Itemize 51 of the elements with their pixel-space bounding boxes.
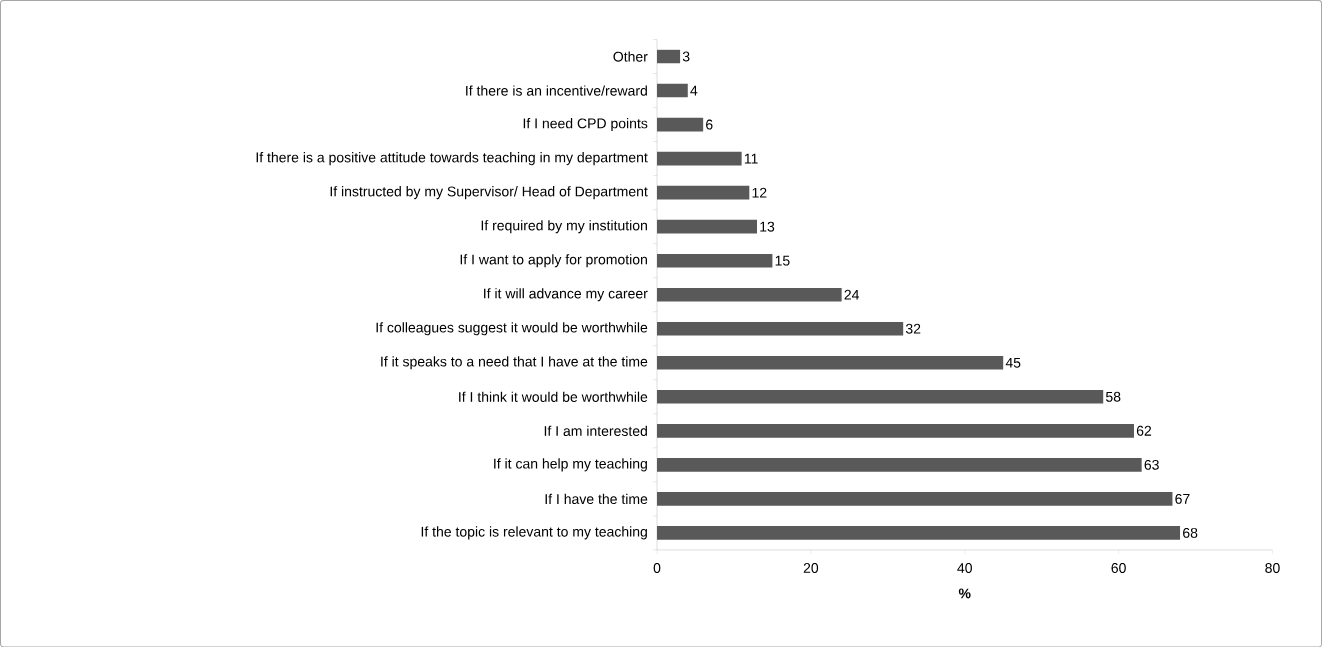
y-tick-label: If colleagues suggest it would be worthwhile [376, 321, 648, 336]
data-label: 4 [690, 85, 698, 96]
bar [657, 355, 1004, 370]
data-label: 15 [775, 255, 790, 266]
y-tick-label: If I want to apply for promotion [460, 253, 647, 267]
data-label: 12 [752, 187, 767, 198]
y-tick-label: If instructed by my Supervisor/ Head of Department [330, 185, 648, 199]
data-label: 6 [706, 119, 713, 130]
data-label: 67 [1175, 493, 1190, 504]
bar [657, 321, 904, 336]
bar [657, 491, 1173, 506]
data-label: 3 [682, 51, 690, 62]
bar [657, 117, 704, 132]
y-tick-label: If there is an incentive/reward [466, 85, 647, 96]
y-tick-label: If I am interested [544, 425, 647, 436]
x-axis-title: % [958, 588, 971, 599]
x-tick-label: 0 [653, 562, 661, 573]
bar [657, 185, 750, 200]
y-tick-label: If required by my institution [481, 219, 647, 233]
data-label: 45 [1005, 357, 1021, 368]
data-label: 58 [1105, 391, 1121, 402]
x-tick-label: 80 [1265, 562, 1280, 573]
data-label: 32 [905, 323, 921, 334]
x-tick-label: 20 [803, 562, 819, 573]
y-tick-label: If it will advance my career [484, 287, 648, 302]
y-tick-label: If the topic is relevant to my teaching [421, 526, 647, 540]
y-tick-label: If I think it would be worthwhile [459, 391, 648, 402]
data-label: 62 [1136, 425, 1152, 436]
data-label: 11 [744, 153, 758, 164]
bar [657, 49, 681, 64]
data-label: 24 [844, 289, 860, 300]
y-tick-label: If it can help my teaching [494, 458, 647, 472]
bar [657, 83, 688, 98]
bar [657, 389, 1104, 404]
bar [657, 423, 1134, 438]
bar [657, 253, 773, 268]
y-tick-label: If there is a positive attitude towards teaching in my department [256, 151, 648, 165]
data-label: 13 [760, 221, 775, 232]
data-label: 63 [1144, 459, 1159, 470]
y-tick-label: Other [613, 51, 648, 62]
data-label: 68 [1183, 527, 1198, 538]
y-tick-label: If I have the time [545, 493, 648, 504]
bar [657, 219, 758, 234]
bar [657, 525, 1181, 540]
y-tick-label: If it speaks to a need that I have at the time [381, 356, 648, 370]
x-tick-label: 40 [957, 562, 972, 573]
bar [657, 457, 1142, 472]
x-tick-label: 60 [1111, 562, 1126, 573]
bar [657, 151, 742, 166]
y-tick-label: If I need CPD points [523, 117, 648, 131]
bar [657, 287, 842, 302]
